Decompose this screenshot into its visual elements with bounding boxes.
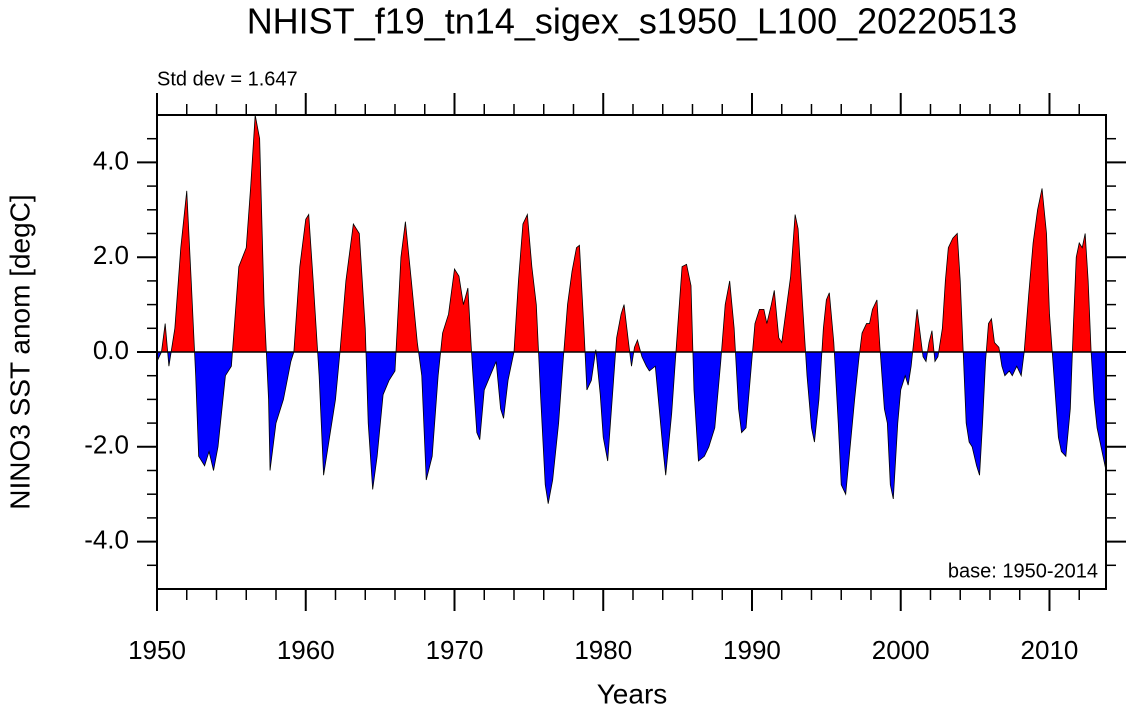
y-tick-label: 0.0 [93, 335, 129, 365]
y-axis-label: NINO3 SST anom [degC] [4, 194, 35, 509]
annotation: Std dev = 1.647 [157, 68, 298, 90]
x-tick-label: 1970 [426, 635, 484, 665]
x-axis-label: Years [597, 678, 668, 709]
x-tick-label: 2000 [872, 635, 930, 665]
y-tick-label: -4.0 [84, 524, 129, 554]
y-tick-label: 2.0 [93, 240, 129, 270]
area [156, 114, 1107, 504]
x-tick-label: 1960 [277, 635, 335, 665]
x-tick-label: 2010 [1021, 635, 1079, 665]
chart-title: NHIST_f19_tn14_sigex_s1950_L100_20220513 [247, 1, 1018, 42]
y-tick-label: -2.0 [84, 430, 129, 460]
x-tick-label: 1980 [574, 635, 632, 665]
y-tick-label: 4.0 [93, 145, 129, 175]
x-tick-label: 1950 [128, 635, 186, 665]
x-tick-label: 1990 [723, 635, 781, 665]
annotation: base: 1950-2014 [948, 560, 1098, 582]
